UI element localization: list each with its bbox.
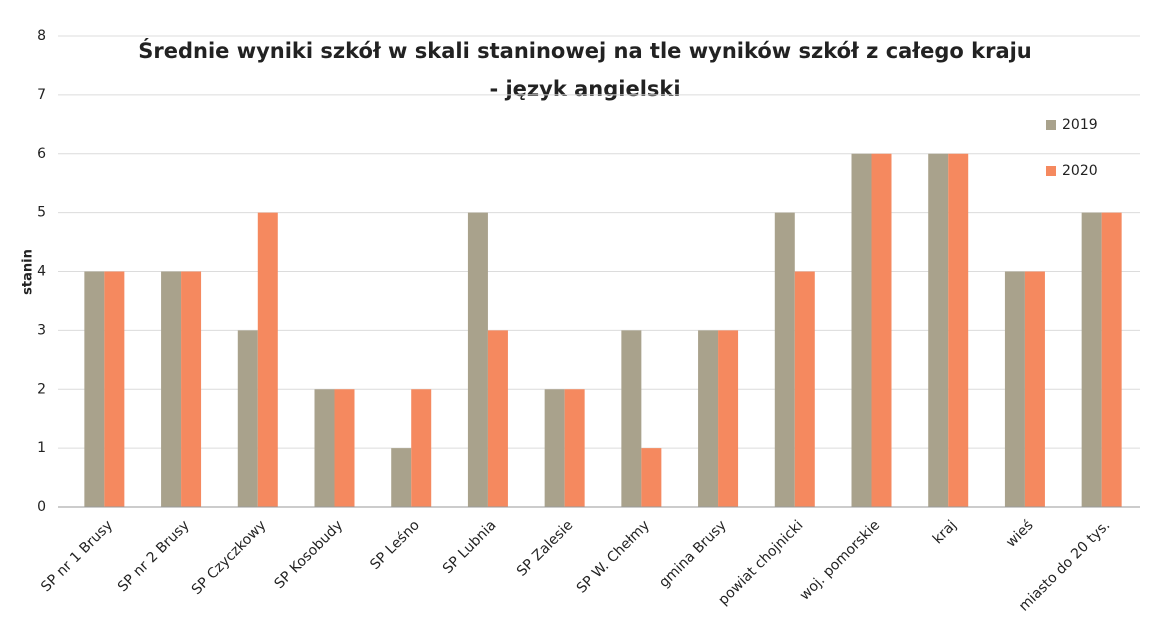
- bar: [1004, 271, 1025, 507]
- bar: [774, 212, 795, 507]
- legend-swatch: [1046, 120, 1056, 130]
- y-tick-label: 7: [37, 87, 46, 103]
- legend-swatch: [1046, 166, 1056, 176]
- bar: [698, 330, 719, 507]
- legend-label: 2019: [1062, 117, 1098, 133]
- legend-label: 2020: [1062, 163, 1098, 179]
- bar: [467, 212, 488, 507]
- y-axis-label: stanin: [21, 249, 36, 295]
- y-tick-label: 0: [37, 499, 46, 515]
- bar: [257, 212, 278, 507]
- bar: [487, 330, 508, 507]
- y-tick-label: 4: [37, 264, 46, 280]
- y-tick-label: 6: [37, 146, 46, 162]
- bar: [641, 448, 662, 507]
- bar: [1081, 212, 1102, 507]
- chart-title: Średnie wyniki szkół w skali staninowej …: [138, 38, 1032, 63]
- bar: [181, 271, 202, 507]
- bar: [104, 271, 125, 507]
- chart-title: - język angielski: [489, 77, 680, 101]
- y-tick-label: 8: [37, 28, 46, 44]
- bar: [161, 271, 182, 507]
- bar: [544, 389, 565, 507]
- bar: [1101, 212, 1122, 507]
- y-tick-label: 1: [37, 440, 46, 456]
- bar: [948, 153, 969, 507]
- bar: [411, 389, 432, 507]
- bar: [334, 389, 355, 507]
- bar: [718, 330, 739, 507]
- bar: [1024, 271, 1045, 507]
- bar: [564, 389, 585, 507]
- bar: [851, 153, 872, 507]
- bar: [928, 153, 949, 507]
- bar: [84, 271, 105, 507]
- y-tick-label: 5: [37, 205, 46, 221]
- y-tick-label: 3: [37, 322, 46, 338]
- bar: [621, 330, 642, 507]
- bar: [391, 448, 412, 507]
- bar: [314, 389, 335, 507]
- y-tick-label: 2: [37, 381, 46, 397]
- bar: [237, 330, 258, 507]
- bar: [794, 271, 815, 507]
- bar: [871, 153, 892, 507]
